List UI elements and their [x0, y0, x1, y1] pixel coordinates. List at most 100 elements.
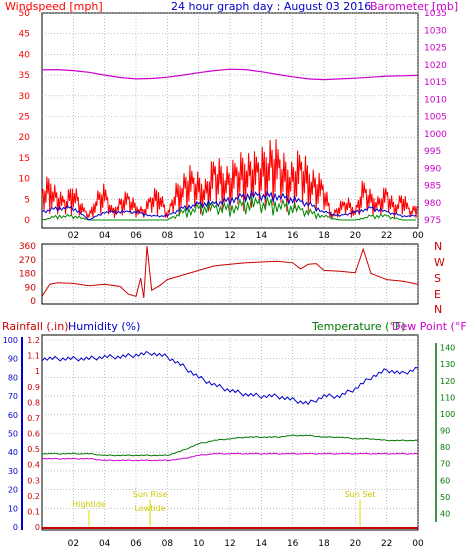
event-label: Lowtide — [135, 504, 166, 513]
humidity-time-tick-label: 20 — [350, 539, 362, 549]
rainfall-axis-title: Rainfall (.in) — [2, 320, 69, 333]
temperature-tick-label: 60 — [440, 476, 450, 485]
barometer-tick-label: 1025 — [424, 44, 447, 54]
graph-title: 24 hour graph day : August 03 2016 — [171, 0, 371, 13]
windspeed-tick-label: 40 — [19, 50, 31, 60]
rainfall-tick-label: 1.1 — [27, 352, 40, 361]
humidity-tick-label: 100 — [3, 336, 18, 345]
rainfall-tick-label: 0.3 — [27, 476, 40, 485]
temperature-tick-label: 50 — [440, 493, 450, 502]
wind-time-tick-label: 18 — [318, 231, 330, 241]
rainfall-tick-label: 0 — [35, 523, 40, 532]
wind-time-tick-label: 06 — [130, 231, 142, 241]
windspeed-tick-label: 25 — [19, 113, 30, 123]
rainfall-tick-label: 0.6 — [27, 430, 40, 439]
windspeed-tick-label: 35 — [19, 71, 30, 81]
humidity-tick-label: 50 — [8, 430, 18, 439]
rainfall-tick-label: 1.2 — [27, 336, 40, 345]
temperature-tick-label: 110 — [440, 393, 455, 402]
compass-label: W — [434, 256, 445, 269]
humidity-tick-label: 70 — [8, 392, 18, 401]
humidity-tick-label: 20 — [8, 486, 18, 495]
wind-time-tick-label: 10 — [193, 231, 205, 241]
compass-label: E — [434, 288, 441, 301]
temperature-tick-label: 70 — [440, 460, 450, 469]
humidity-time-tick-label: 18 — [318, 539, 330, 549]
direction-tick-label: 360 — [19, 242, 36, 252]
wind-time-tick-label: 22 — [381, 231, 392, 241]
rainfall-tick-label: 0.5 — [27, 445, 40, 454]
event-label: Sun Rise — [133, 490, 168, 499]
barometer-tick-label: 990 — [424, 164, 441, 174]
wind-time-tick-label: 04 — [99, 231, 111, 241]
direction-tick-label: 90 — [25, 283, 37, 293]
humidity-time-tick-label: 02 — [68, 539, 79, 549]
windspeed-axis-title: Windspeed [mph] — [5, 0, 103, 13]
humidity-time-tick-label: 06 — [130, 539, 142, 549]
rainfall-tick-label: 1 — [35, 367, 40, 376]
barometer-tick-label: 985 — [424, 182, 441, 192]
direction-tick-label: 180 — [19, 270, 36, 280]
wind-time-tick-label: 12 — [224, 231, 235, 241]
wind-time-tick-label: 08 — [162, 231, 174, 241]
rainfall-tick-label: 0.9 — [27, 383, 40, 392]
compass-label: S — [434, 272, 441, 285]
barometer-tick-label: 1010 — [424, 95, 447, 105]
event-label: Sun Set — [345, 490, 376, 499]
barometer-axis-title: Barometer [mb] — [370, 0, 458, 13]
temperature-tick-label: 120 — [440, 377, 455, 386]
humidity-tick-label: 90 — [8, 355, 18, 364]
average-speed-line — [41, 189, 417, 221]
rainfall-tick-label: 0.1 — [27, 507, 40, 516]
event-label: Hightide — [72, 500, 106, 509]
wind-direction-line — [41, 245, 419, 298]
humidity-time-tick-label: 22 — [381, 539, 392, 549]
rainfall-tick-label: 0.4 — [27, 461, 40, 470]
humidity-axis-title: Humidity (%) — [68, 320, 140, 333]
humidity-tick-label: 60 — [8, 411, 18, 420]
wind-time-tick-label: 02 — [68, 231, 79, 241]
temperature-axis-title: Temperature (°F) — [311, 320, 406, 333]
barometer-tick-label: 1015 — [424, 78, 447, 88]
barometer-tick-label: 1005 — [424, 113, 447, 123]
wind-time-tick-label: 20 — [350, 231, 362, 241]
windspeed-tick-label: 45 — [19, 30, 30, 40]
wind-time-tick-label: 14 — [256, 231, 268, 241]
windspeed-tick-label: 30 — [19, 92, 31, 102]
wind-time-tick-label: 16 — [287, 231, 299, 241]
temperature-tick-label: 140 — [440, 344, 455, 353]
temperature-tick-label: 90 — [440, 427, 450, 436]
temperature-line — [41, 434, 419, 457]
humidity-time-tick-label: 16 — [287, 539, 299, 549]
humidity-time-tick-label: 14 — [256, 539, 268, 549]
windspeed-tick-label: 50 — [19, 9, 31, 19]
windspeed-tick-label: 10 — [19, 175, 31, 185]
dewpoint-line — [41, 452, 419, 462]
windspeed-tick-label: 15 — [19, 154, 30, 164]
humidity-time-tick-label: 04 — [99, 539, 111, 549]
barometer-tick-label: 1035 — [424, 9, 447, 19]
compass-label: N — [434, 240, 442, 253]
barometer-line — [41, 68, 419, 81]
windspeed-tick-label: 0 — [24, 216, 30, 226]
windspeed-tick-label: 5 — [24, 195, 30, 205]
humidity-time-tick-label: 12 — [224, 539, 235, 549]
barometer-tick-label: 1030 — [424, 26, 447, 36]
compass-label: N — [434, 303, 442, 316]
temperature-tick-label: 80 — [440, 443, 450, 452]
barometer-tick-label: 1000 — [424, 130, 447, 140]
direction-tick-label: 270 — [19, 256, 36, 266]
humidity-tick-label: 30 — [8, 467, 18, 476]
humidity-time-tick-label: 08 — [162, 539, 174, 549]
rainfall-tick-label: 0.8 — [27, 398, 40, 407]
humidity-tick-label: 80 — [8, 373, 18, 382]
temperature-tick-label: 130 — [440, 360, 455, 369]
humidity-tick-label: 10 — [8, 504, 18, 513]
barometer-tick-label: 1020 — [424, 61, 447, 71]
barometer-tick-label: 995 — [424, 147, 441, 157]
wind-time-tick-label: 00 — [412, 231, 424, 241]
windspeed-tick-label: 20 — [19, 133, 31, 143]
low-speed-line — [41, 196, 416, 221]
